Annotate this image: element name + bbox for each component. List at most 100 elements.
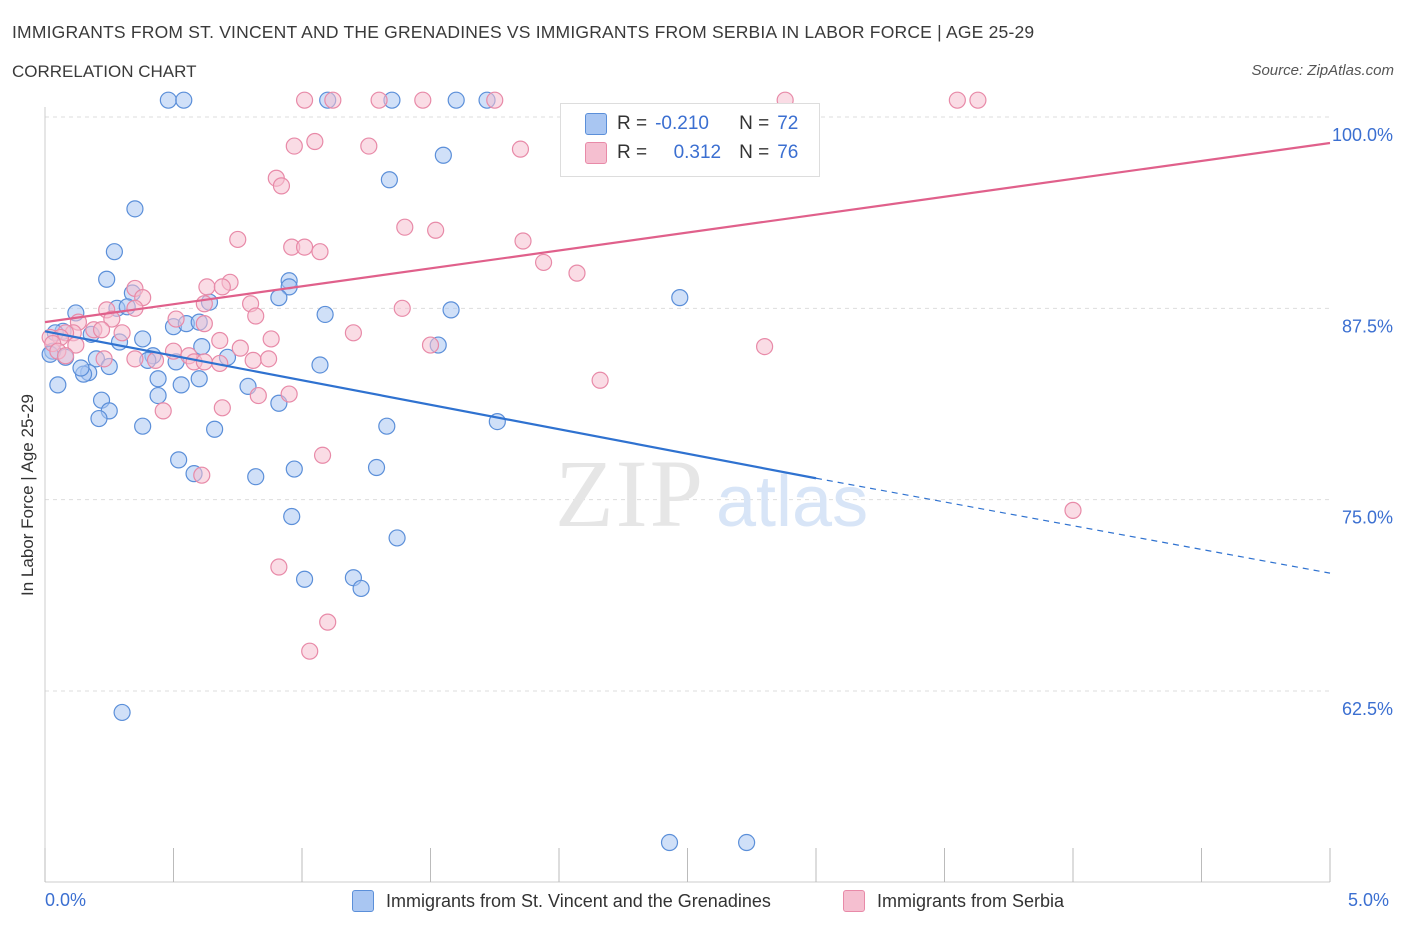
pink-data-point	[306, 132, 324, 151]
legend-n-label-pink: N =	[739, 142, 770, 163]
bottom-legend-pink: Immigrants from Serbia	[843, 890, 1064, 912]
blue-data-point	[660, 833, 679, 852]
source-note: Source: ZipAtlas.com	[1251, 62, 1394, 79]
blue-data-point	[206, 420, 224, 438]
blue-data-point	[126, 200, 144, 218]
pink-data-point	[313, 446, 332, 464]
blue-data-point	[285, 460, 303, 478]
pink-data-point	[534, 253, 553, 272]
blue-data-point	[134, 330, 152, 348]
pink-data-point	[414, 91, 432, 109]
pink-data-point	[514, 232, 532, 250]
pink-data-point	[95, 350, 113, 368]
pink-data-point	[370, 91, 388, 109]
pink-data-point	[270, 558, 288, 576]
legend-n-label-blue: N =	[739, 113, 770, 134]
pink-data-point	[167, 310, 185, 328]
pink-data-point	[324, 91, 342, 109]
pink-data-point	[247, 307, 265, 325]
chart-title: IMMIGRANTS FROM ST. VINCENT AND THE GREN…	[12, 22, 1035, 42]
blue-data-point	[134, 417, 152, 435]
blue-data-point	[149, 386, 167, 405]
pink-data-point	[311, 243, 329, 261]
pink-data-point	[568, 264, 586, 282]
blue-data-point	[159, 91, 177, 109]
pink-data-point	[393, 299, 411, 317]
pink-data-point	[146, 351, 165, 369]
y-tick-label: 100.0%	[1332, 125, 1393, 145]
blue-data-point	[270, 289, 288, 307]
legend-n-value-pink: 76	[777, 142, 799, 163]
pink-data-point	[244, 351, 262, 369]
pink-data-point	[213, 399, 231, 417]
bottom-legend-swatch-blue	[352, 890, 374, 912]
blue-data-point	[295, 570, 314, 588]
pink-data-point	[360, 137, 378, 155]
blue-data-point	[316, 305, 334, 324]
pink-data-point	[280, 385, 298, 403]
y-axis-label: In Labor Force | Age 25-29	[18, 394, 37, 596]
legend-r-label-blue: R =	[617, 113, 648, 134]
blue-data-point	[113, 703, 131, 722]
legend-n-value-blue: 72	[777, 113, 799, 134]
pink-data-point	[301, 642, 319, 660]
blue-data-point	[311, 356, 329, 374]
blue-data-point	[380, 171, 398, 189]
blue-data-point	[98, 270, 116, 288]
pink-data-point	[231, 339, 249, 357]
pink-data-point	[486, 91, 504, 109]
pink-data-point	[229, 230, 247, 249]
pink-data-point	[285, 137, 303, 155]
blue-data-point	[447, 91, 465, 109]
pink-data-point	[259, 350, 278, 368]
watermark-atlas: atlas	[716, 462, 868, 542]
blue-data-point	[738, 833, 756, 852]
pink-data-point	[56, 347, 75, 365]
blue-data-point	[190, 370, 208, 388]
legend-row-blue: R = -0.210 N = 72	[585, 113, 798, 135]
pink-data-point	[344, 324, 362, 342]
x-tick-label-min: 0.0%	[45, 890, 87, 910]
blue-data-point	[367, 458, 386, 477]
pink-data-point	[195, 315, 213, 333]
bottom-legend-swatch-pink	[843, 890, 865, 912]
blue-data-point	[49, 376, 67, 394]
pink-data-point	[755, 338, 774, 356]
pink-data-point	[396, 218, 414, 236]
blue-data-point	[72, 359, 90, 377]
blue-data-point	[434, 146, 452, 164]
blue-data-point	[175, 91, 193, 109]
pink-data-point	[421, 336, 440, 354]
pink-data-point	[193, 466, 211, 484]
blue-trend-line	[44, 330, 817, 480]
y-tick-label: 62.5%	[1342, 699, 1393, 719]
bottom-legend-label-pink: Immigrants from Serbia	[877, 890, 1065, 911]
blue-data-point	[149, 370, 167, 388]
legend-swatch-pink	[585, 142, 607, 164]
blue-data-point	[247, 468, 265, 486]
legend-r-value-blue: -0.210	[655, 113, 709, 134]
legend-r-label-pink: R =	[617, 142, 648, 163]
legend-r-value-pink: 0.312	[673, 142, 722, 163]
y-tick-label: 87.5%	[1342, 316, 1393, 336]
blue-data-point	[388, 529, 406, 547]
pink-data-point	[249, 386, 267, 405]
correlation-legend: R = -0.210 N = 72 R = 0.312 N = 76	[560, 103, 820, 177]
watermark-zip: ZIP	[555, 440, 705, 547]
pink-data-point	[272, 177, 291, 195]
blue-data-point	[172, 376, 190, 394]
blue-data-point	[442, 301, 460, 319]
pink-data-point	[103, 310, 121, 328]
pink-data-point	[591, 371, 609, 389]
blue-data-point	[170, 451, 188, 469]
pink-data-point	[211, 331, 229, 350]
pink-data-point	[948, 91, 966, 109]
blue-data-point	[671, 289, 689, 307]
blue-data-point	[378, 417, 396, 435]
legend-swatch-blue	[585, 113, 607, 135]
pink-data-point	[198, 278, 216, 296]
bottom-legend-label-blue: Immigrants from St. Vincent and the Gren…	[386, 890, 771, 911]
pink-trend-line	[44, 141, 1331, 324]
blue-data-point	[283, 507, 301, 526]
pink-data-point	[295, 238, 314, 256]
